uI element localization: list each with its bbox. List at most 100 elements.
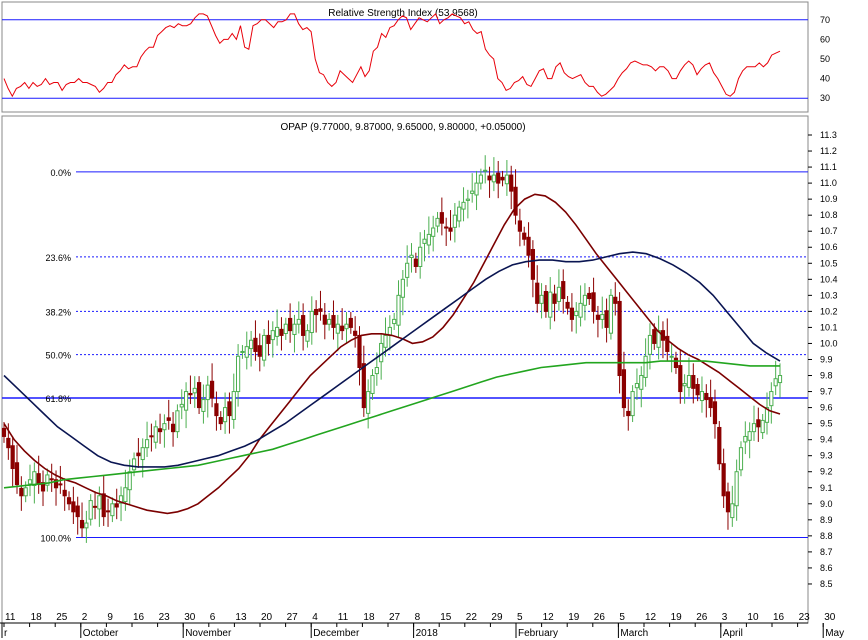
candle-body-106 — [461, 201, 466, 210]
candle-66 — [288, 303, 293, 343]
candle-body-35 — [153, 426, 158, 443]
price-tick-label-8: 9.3 — [820, 451, 833, 461]
candle-body-132 — [574, 310, 579, 317]
candle-24 — [105, 498, 111, 527]
x-tick-label-13: 11 — [338, 612, 349, 623]
candle-95 — [413, 252, 418, 273]
price-tick-label-1: 8.6 — [820, 563, 833, 573]
candle-167 — [725, 482, 731, 530]
candle-body-23 — [101, 493, 106, 518]
x-month-label-1: October — [83, 628, 119, 639]
candle-body-60 — [262, 334, 267, 361]
candle-body-164 — [712, 401, 718, 425]
candle-70 — [305, 324, 310, 348]
fib-label-1: 23.6% — [45, 253, 71, 263]
x-tick-label-15: 27 — [389, 612, 401, 623]
candle-129 — [561, 269, 566, 314]
candle-body-64 — [279, 328, 284, 336]
candle-body-32 — [140, 447, 145, 461]
candle-body-168 — [730, 503, 735, 519]
candle-33 — [144, 421, 150, 457]
candle-body-56 — [244, 346, 249, 358]
candle-155 — [673, 351, 679, 374]
candle-body-47 — [205, 384, 210, 401]
candle-body-134 — [582, 294, 588, 306]
price-tick-label-9: 9.4 — [820, 435, 833, 445]
candle-108 — [470, 173, 475, 203]
candle-body-142 — [617, 300, 622, 377]
candle-64 — [279, 317, 284, 351]
candle-132 — [574, 302, 579, 334]
x-tick-label-11: 27 — [287, 612, 299, 623]
candle-84 — [366, 379, 371, 429]
candle-body-61 — [266, 334, 271, 344]
candle-body-26 — [114, 503, 119, 508]
candle-44 — [192, 376, 197, 408]
candle-body-5 — [23, 487, 28, 497]
candle-body-146 — [634, 383, 640, 389]
candle-body-17 — [75, 505, 80, 518]
candle-body-161 — [699, 391, 705, 402]
x-tick-label-32: 30 — [824, 612, 836, 623]
candle-body-145 — [630, 391, 635, 417]
candle-114 — [496, 160, 501, 199]
candle-body-94 — [409, 254, 414, 259]
candle-body-117 — [509, 174, 514, 192]
candle-body-113 — [491, 174, 496, 183]
candle-body-65 — [283, 323, 288, 335]
candle-103 — [448, 210, 453, 241]
candle-6 — [27, 464, 33, 497]
candle-body-122 — [530, 248, 535, 280]
candle-85 — [370, 369, 375, 400]
rsi-panel-frame — [1, 1, 809, 113]
candle-122 — [530, 240, 535, 298]
candle-138 — [600, 296, 605, 329]
x-axis-months: r October November December 2018 February Marc… — [1, 623, 844, 639]
x-tick-label-20: 5 — [517, 612, 523, 623]
candle-79 — [344, 312, 349, 344]
candle-body-21 — [92, 505, 98, 508]
candle-14 — [62, 478, 67, 511]
candle-130 — [565, 295, 570, 315]
candle-body-43 — [188, 392, 193, 396]
candle-56 — [244, 331, 249, 370]
fib-label-2: 38.2% — [45, 307, 71, 317]
candle-163 — [708, 379, 713, 417]
candle-body-140 — [608, 294, 614, 334]
candle-body-48 — [209, 380, 215, 399]
price-tick-label-25: 11.0 — [820, 178, 837, 188]
candle-body-149 — [647, 334, 653, 355]
candle-body-52 — [227, 401, 232, 417]
candle-body-148 — [643, 355, 648, 378]
candle-body-20 — [88, 500, 93, 520]
candle-166 — [721, 448, 726, 508]
candle-45 — [196, 376, 202, 414]
candle-105 — [457, 200, 462, 228]
candle-15 — [66, 491, 72, 511]
candle-body-79 — [344, 323, 349, 330]
candle-body-97 — [422, 238, 427, 244]
x-month-label-2: November — [185, 628, 232, 639]
candle-body-167 — [725, 491, 731, 513]
candle-body-82 — [357, 334, 362, 368]
candle-106 — [461, 187, 466, 222]
moving-average-line-1 — [3, 251, 781, 468]
candle-120 — [522, 226, 527, 246]
candle-body-16 — [71, 501, 76, 513]
candle-body-85 — [370, 375, 375, 394]
candle-75 — [327, 312, 332, 331]
candle-body-141 — [613, 296, 618, 304]
candle-37 — [162, 414, 167, 448]
candle-body-166 — [721, 463, 726, 497]
candle-body-24 — [105, 510, 111, 513]
candle-109 — [474, 170, 479, 211]
candle-62 — [270, 321, 275, 358]
x-tick-label-19: 29 — [491, 612, 503, 623]
x-tick-label-21: 12 — [543, 612, 555, 623]
candle-body-177 — [769, 391, 774, 407]
candle-78 — [340, 308, 345, 340]
fib-label-5: 100.0% — [40, 533, 71, 543]
candle-133 — [578, 285, 583, 327]
